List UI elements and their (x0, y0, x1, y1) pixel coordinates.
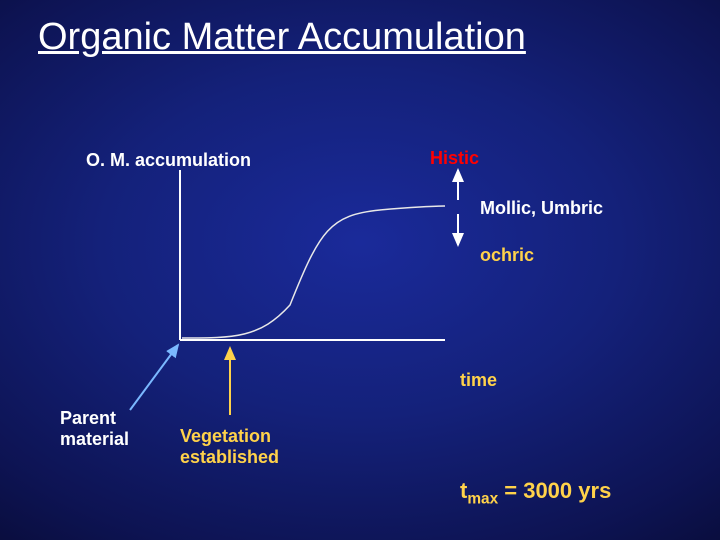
accumulation-curve (182, 206, 445, 338)
parent-material-line2: material (60, 429, 129, 449)
slide: Organic Matter Accumulation O. M. accumu… (0, 0, 720, 540)
vegetation-line1: Vegetation (180, 426, 271, 446)
time-label: time (460, 370, 497, 391)
parent-material-label: Parent material (60, 408, 129, 450)
parent-material-line1: Parent (60, 408, 116, 428)
vegetation-line2: established (180, 447, 279, 467)
tmax-sub: max (467, 490, 498, 507)
parent-material-arrow (130, 345, 178, 410)
y-axis-label: O. M. accumulation (86, 150, 251, 171)
histic-label: Histic (430, 148, 479, 169)
tmax-rest: = 3000 yrs (498, 478, 611, 503)
mollic-umbric-label: Mollic, Umbric (480, 198, 603, 219)
vegetation-label: Vegetation established (180, 426, 279, 468)
chart-svg (0, 0, 720, 540)
ochric-label: ochric (480, 245, 534, 266)
tmax-formula: tmax = 3000 yrs (460, 478, 611, 508)
